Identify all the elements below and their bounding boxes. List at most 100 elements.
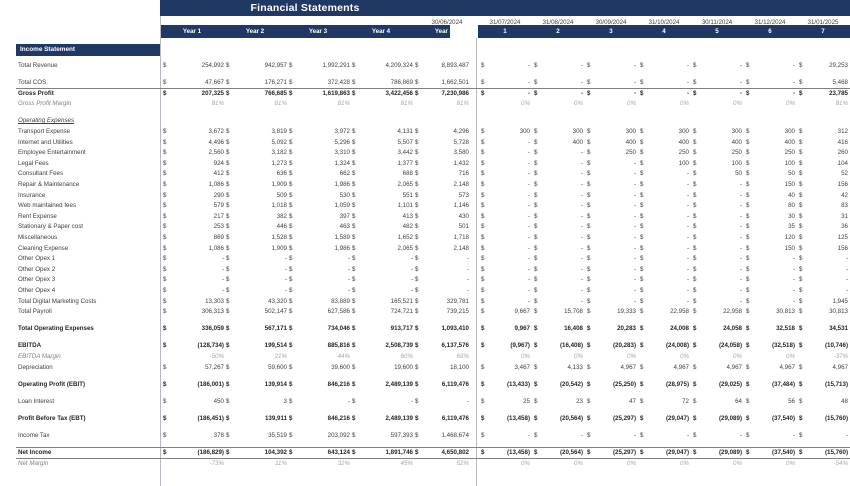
- table-row[interactable]: Insurance $290 $509 $530 $551 $573 $ - $ - $ - $ - $ - $…: [0, 191, 850, 202]
- month-value-cell: 125: [837, 234, 848, 241]
- table-row[interactable]: Gross Profit Margin 81% 81% 81% 81% 81% 0% 0% 0%…: [0, 99, 850, 110]
- table-row[interactable]: Rent Expense $217 $382 $397 $413 $430 $ - $ - $ - $ -…: [0, 212, 850, 223]
- month-value-cell: -: [633, 89, 636, 97]
- row-label: Operating Expenses: [18, 117, 75, 125]
- table-row[interactable]: Employee Entertainment $2,560 $3,182 $3,310…: [0, 148, 850, 159]
- currency-symbol: $: [481, 432, 485, 439]
- currency-symbol: $: [587, 308, 591, 316]
- table-row[interactable]: EBITDA $ (128,734) $199,514 $885,816 $2,508,7…: [0, 341, 850, 352]
- row-label: Total Digital Marketing Costs: [18, 297, 97, 305]
- currency-symbol: $: [352, 265, 356, 273]
- month-value-cell: 9,667: [514, 308, 530, 316]
- table-row[interactable]: Internet and Utilities $4,496 $5,092 $5,296…: [0, 138, 850, 149]
- year-value-cell: 2,065: [397, 244, 413, 252]
- currency-symbol: $: [534, 287, 538, 294]
- currency-symbol: $: [481, 276, 485, 284]
- month-value-cell: 15,708: [564, 308, 583, 316]
- table-row[interactable]: Stationary & Paper cost $253 $446 $463 $482 $…: [0, 222, 850, 233]
- currency-symbol: $: [226, 170, 230, 178]
- currency-symbol: $: [587, 297, 591, 305]
- month-value-cell: 4,967: [726, 363, 742, 371]
- currency-symbol: $: [289, 287, 293, 294]
- year-value-cell: 786,869: [390, 79, 413, 87]
- month-value-cell: -: [527, 62, 530, 69]
- year-value-cell: 567,171: [264, 325, 287, 333]
- table-row[interactable]: Net Income $ (186,829) $104,392 $643,124 $1,8…: [0, 448, 850, 459]
- table-row[interactable]: Operating Profit (EBIT) $ (186,001) $139,91…: [0, 380, 850, 391]
- currency-symbol: $: [352, 89, 356, 97]
- year-value-cell: 913,717: [390, 325, 413, 333]
- currency-symbol: $: [289, 276, 293, 284]
- month-value-cell: 22,958: [670, 308, 689, 316]
- currency-symbol: $: [799, 363, 803, 371]
- currency-symbol: $: [587, 380, 591, 388]
- year-value-cell: 509: [276, 191, 287, 199]
- month-value-cell: 0%: [574, 353, 583, 360]
- table-row[interactable]: Consultant Fees $412 $636 $662 $688 $716 $ - $ - $…: [0, 169, 850, 180]
- table-row[interactable]: Operating Expenses: [0, 116, 850, 127]
- table-row[interactable]: EBITDA Margin -50% 21% 44% 60% 69% 0% 0% 0% 0% 0% 0…: [0, 352, 850, 363]
- table-row[interactable]: Income Tax $378 $35,519 $203,092 $597,393 $1,…: [0, 431, 850, 442]
- table-row[interactable]: Other Opex 4 $ - $ - $ - $ - $ - $ - $ - $ - $ - $ - $ - $ -: [0, 286, 850, 297]
- currency-symbol: $: [534, 276, 538, 284]
- year-value-cell: 253: [213, 223, 224, 231]
- currency-symbol: $: [226, 191, 230, 199]
- table-row[interactable]: Other Opex 2 $ - $ - $ - $ - $ - $ - $ - $ - $ - $ - $ - $ -: [0, 265, 850, 276]
- year-value-cell: 530: [339, 191, 350, 199]
- currency-symbol: $: [226, 325, 230, 333]
- year-value-cell: 18,100: [450, 363, 469, 371]
- table-row[interactable]: Gross Profit $207,325 $766,685 $1,619,863 $3…: [0, 89, 850, 100]
- month-value-cell: -: [739, 212, 742, 220]
- year-value-cell: -: [347, 287, 350, 294]
- year-value-cell: 81%: [211, 100, 224, 108]
- table-row[interactable]: Profit Before Tax (EBT) $ (186,451) $139,91…: [0, 414, 850, 425]
- year-value-cell: -: [410, 397, 413, 405]
- year-value-cell: -: [466, 265, 469, 273]
- currency-symbol: $: [163, 414, 167, 422]
- currency-symbol: $: [289, 244, 293, 252]
- currency-symbol: $: [481, 234, 485, 241]
- month-value-cell: (9,967): [510, 342, 530, 350]
- table-row[interactable]: Total Payroll $306,313 $502,147 $627,586 $72…: [0, 307, 850, 318]
- month-value-cell: -: [845, 255, 848, 263]
- table-row[interactable]: Other Opex 1 $ - $ - $ - $ - $ - $ - $ - $ - $ - $ - $ - $ -: [0, 254, 850, 265]
- table-row[interactable]: Loan Interest $450 $3 $ - $ - $ - $25 $23 $47 $72 $64…: [0, 397, 850, 408]
- currency-symbol: $: [226, 308, 230, 316]
- currency-symbol: $: [640, 255, 644, 263]
- year-value-cell: 5,296: [334, 138, 350, 146]
- table-row[interactable]: Net Margin -73% 11% 32% 45% 52% 0% 0% 0% 0% 0% 0% -5…: [0, 459, 850, 470]
- month-value-cell: -: [686, 62, 689, 69]
- month-value-cell: 47: [629, 397, 636, 405]
- year-value-cell: 3,819: [271, 128, 287, 135]
- table-row[interactable]: Total Operating Expenses $336,059 $567,171…: [0, 324, 850, 335]
- currency-symbol: $: [163, 380, 167, 388]
- year-value-cell: 6,137,576: [441, 342, 469, 350]
- month-value-cell: 24,008: [670, 325, 689, 333]
- month-value-cell: 250: [784, 149, 795, 157]
- month-value-cell: -: [739, 181, 742, 188]
- month-value-cell: -: [633, 159, 636, 167]
- month-value-cell: 104: [837, 159, 848, 167]
- year-value-cell: 290: [213, 191, 224, 199]
- month-value-cell: -: [580, 79, 583, 87]
- currency-symbol: $: [534, 138, 538, 146]
- table-row[interactable]: Total COS $47,667 $176,271 $372,428 $786,869…: [0, 78, 850, 89]
- table-row[interactable]: Repair & Maintenance $1,086 $1,909 $1,986 $2…: [0, 180, 850, 191]
- table-row[interactable]: Depreciation $57,267 $59,600 $39,600 $19,600…: [0, 363, 850, 374]
- year-value-cell: 21%: [274, 353, 287, 360]
- currency-symbol: $: [640, 149, 644, 157]
- table-row[interactable]: Legal Fees $924 $1,273 $1,324 $1,377 $1,432 $ -…: [0, 159, 850, 170]
- currency-symbol: $: [746, 191, 750, 199]
- table-row[interactable]: Transport Expense $3,672 $3,819 $3,972 $4,13…: [0, 127, 850, 138]
- table-row[interactable]: Cleaning Expense $1,086 $1,909 $1,986 $2,065…: [0, 244, 850, 255]
- table-row[interactable]: Total Digital Marketing Costs $13,303 $43,…: [0, 297, 850, 308]
- table-row[interactable]: Web maintained fees $579 $1,018 $1,059 $1,10…: [0, 201, 850, 212]
- year-value-cell: -: [284, 287, 287, 294]
- table-row[interactable]: Miscellaneous $869 $1,528 $1,589 $1,652 $1,71…: [0, 233, 850, 244]
- month-value-cell: -: [633, 191, 636, 199]
- year-column-header: Year 3: [308, 28, 328, 35]
- currency-symbol: $: [799, 89, 803, 97]
- table-row[interactable]: Total Revenue $254,992 $942,957 $1,992,291 $…: [0, 61, 850, 72]
- month-value-cell: 400: [784, 138, 795, 146]
- table-row[interactable]: Other Opex 3 $ - $ - $ - $ - $ - $ - $ - $ - $ - $ - $ - $ -: [0, 275, 850, 286]
